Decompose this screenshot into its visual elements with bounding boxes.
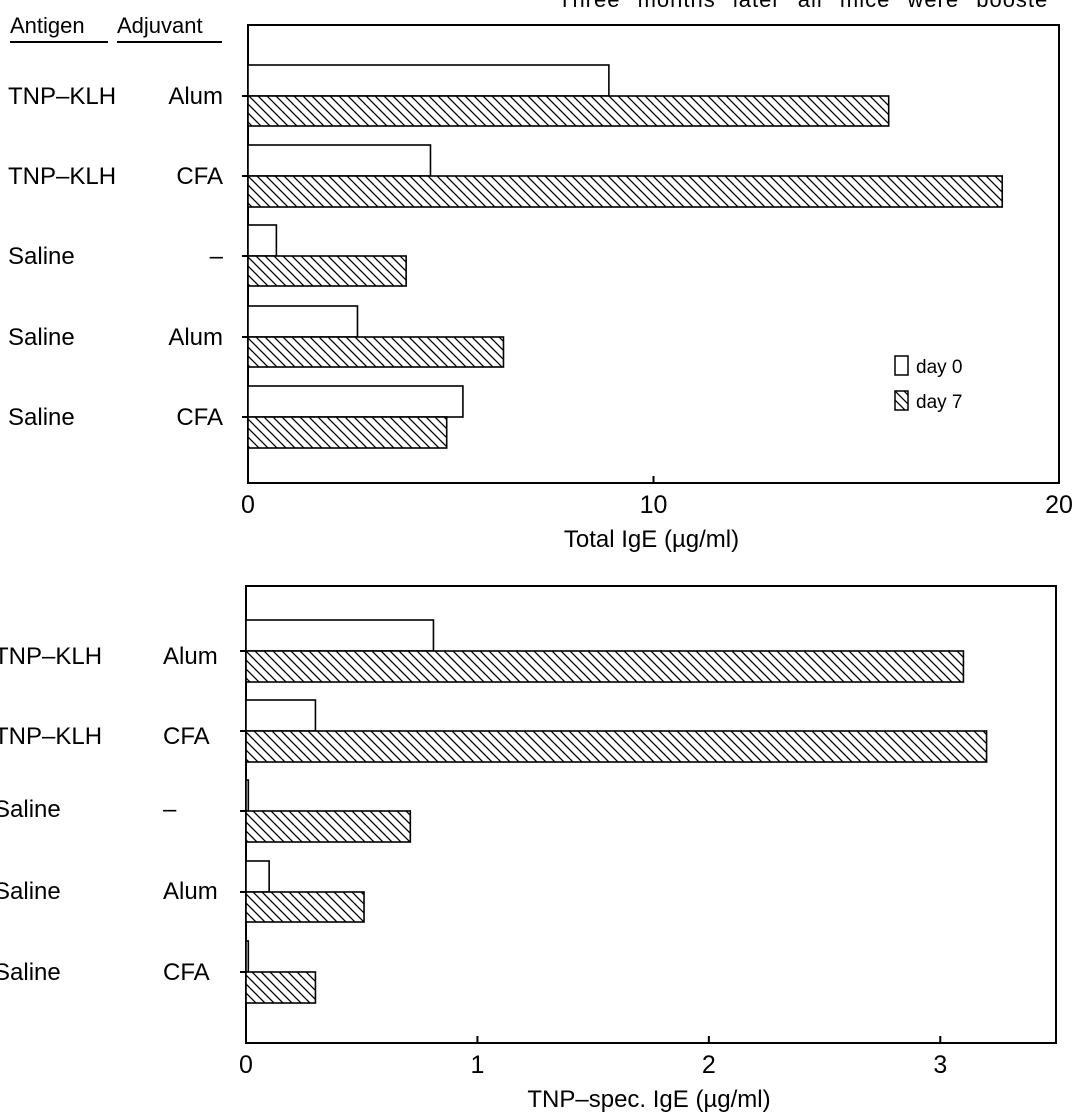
bar-day7: [247, 336, 505, 368]
category-adjuvant-label: Alum: [163, 643, 218, 670]
category-antigen-label: Saline: [0, 796, 61, 823]
bar-day7: [247, 416, 448, 449]
adjuvant-header: Adjuvant: [117, 13, 203, 38]
x-axis-label: Total IgE (µg/ml): [564, 526, 739, 553]
x-tick-label: 0: [239, 1051, 253, 1079]
legend-label: day 7: [916, 392, 962, 413]
category-antigen-label: Saline: [0, 959, 61, 986]
bar-day7: [245, 891, 365, 923]
x-tick-label: 3: [933, 1051, 947, 1079]
category-adjuvant-label: CFA: [163, 959, 210, 986]
legend-swatch-day0: [894, 355, 909, 376]
x-axis-label: TNP–spec. IgE (µg/ml): [527, 1086, 770, 1113]
bar-day0: [245, 940, 250, 973]
category-antigen-label: TNP–KLH: [0, 723, 102, 750]
x-tick-label: 0: [241, 491, 255, 519]
category-antigen-label: TNP–KLH: [0, 643, 102, 670]
bar-day7: [245, 650, 965, 683]
category-antigen-label: Saline: [8, 243, 75, 270]
bar-day0: [245, 699, 317, 732]
legend-label: day 0: [916, 357, 962, 378]
category-adjuvant-label: CFA: [176, 404, 223, 431]
category-adjuvant-label: Alum: [168, 324, 223, 351]
tnp-specific-ige-chart: 0 1 2 3 TNP–spec. IgE (µg/ml) TNP–KLH Alum TNP–…: [0, 585, 1057, 1113]
category-adjuvant-label: Alum: [163, 878, 218, 905]
x-tick-label: 1: [470, 1051, 484, 1079]
x-tick-label: 2: [702, 1051, 716, 1079]
bar-day7: [247, 95, 890, 127]
bar-day0: [247, 144, 432, 177]
bar-day0: [247, 224, 278, 257]
bar-day7: [245, 730, 988, 763]
category-adjuvant-label: Alum: [168, 83, 223, 110]
category-adjuvant-label: –: [163, 796, 177, 823]
total-ige-chart: 0 10 20 Total IgE (µg/ml) TNP–KLH Alum TNP–KLH…: [8, 24, 1073, 553]
antigen-header: Antigen: [10, 13, 85, 38]
top-caption: Three months later all mice were booste: [558, 0, 1048, 12]
category-adjuvant-label: CFA: [176, 163, 223, 190]
category-antigen-label: TNP–KLH: [8, 83, 116, 110]
bar-day0: [247, 305, 359, 338]
category-antigen-label: Saline: [0, 878, 61, 905]
bar-day7: [245, 810, 412, 843]
bar-day0: [245, 619, 435, 652]
bar-day7: [247, 175, 1004, 208]
bar-day0: [247, 64, 610, 97]
x-tick-label: 20: [1045, 491, 1073, 519]
category-antigen-label: Saline: [8, 404, 75, 431]
x-tick-label: 10: [640, 491, 668, 519]
bar-day0: [245, 860, 270, 893]
bar-day7: [245, 971, 317, 1004]
bar-day7: [247, 255, 407, 287]
bar-day0: [245, 779, 250, 812]
category-antigen-label: TNP–KLH: [8, 163, 116, 190]
category-adjuvant-label: –: [210, 243, 224, 270]
category-antigen-label: Saline: [8, 324, 75, 351]
category-adjuvant-label: CFA: [163, 723, 210, 750]
bar-day0: [247, 385, 464, 418]
legend-swatch-day7: [894, 390, 909, 411]
